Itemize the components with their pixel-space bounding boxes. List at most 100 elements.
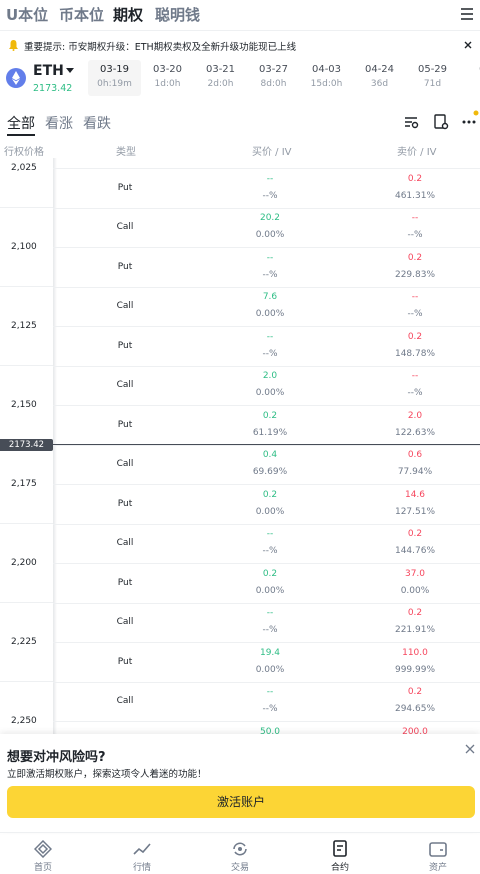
bid-price: 19.4 (259, 647, 281, 658)
option-row[interactable]: Call 2.0 0.00% -- --% (53, 366, 480, 406)
ask-iv: 77.94% (397, 467, 433, 477)
option-type: Call (116, 222, 134, 232)
more-icon[interactable] (461, 110, 479, 128)
expiry-tab[interactable]: 03-21 2d:0h (194, 60, 247, 96)
option-type: Call (116, 301, 134, 311)
option-row[interactable]: Call 20.2 0.00% -- --% (53, 208, 480, 248)
ask-price: 0.2 (407, 608, 423, 618)
ask-price: 0.2 (407, 529, 423, 539)
ask-price: -- (411, 213, 419, 223)
ask-iv: 144.76% (394, 546, 436, 556)
expiry-tab[interactable]: 04-03 15d:0h (300, 60, 353, 96)
filter-calls[interactable]: 看涨 (45, 116, 73, 132)
header-strike: 行权价格 (4, 147, 44, 158)
expiry-date: 04-03 (311, 64, 342, 75)
ask-price: 37.0 (404, 568, 426, 579)
tab-u[interactable]: U本位 (6, 6, 49, 24)
tab-coin[interactable]: 币本位 (59, 6, 105, 24)
expiry-tab[interactable]: 03-19 0h:19m (88, 60, 141, 96)
nav-home-icon[interactable] (34, 840, 52, 858)
menu-icon[interactable] (460, 8, 474, 20)
option-type: Put (117, 577, 133, 588)
bid-iv: 0.00% (255, 664, 285, 675)
option-row[interactable]: Call -- --% 0.2 144.76% (53, 524, 480, 564)
bid-iv: 0.00% (255, 230, 285, 240)
close-notice[interactable] (464, 41, 472, 49)
ask-price: 14.6 (404, 489, 426, 500)
option-row[interactable]: 0.00% --% (53, 158, 480, 169)
nav-assets[interactable]: 资产 (428, 863, 447, 873)
asset-dropdown[interactable] (66, 68, 74, 74)
bid-price: 20.2 (259, 213, 281, 223)
option-type: Put (117, 340, 133, 351)
nav-market-icon[interactable] (133, 840, 151, 858)
option-row[interactable]: Put 0.2 61.19% 2.0 122.63% (53, 406, 480, 446)
option-row[interactable]: Call -- --% 0.2 294.65% (53, 682, 480, 722)
nav-market[interactable]: 行情 (132, 863, 151, 873)
activate-button[interactable]: 激活账户 (7, 786, 475, 818)
filter-all[interactable]: 全部 (7, 116, 35, 132)
tab-smart[interactable]: 聪明钱 (155, 6, 201, 24)
strike-price: 2,125 (11, 321, 37, 331)
ask-iv: --% (407, 388, 423, 398)
nav-trade[interactable]: 交易 (230, 863, 249, 873)
expiry-tab[interactable]: 069 (459, 60, 480, 96)
expiry-date: 03-21 (205, 64, 236, 75)
expiry-tab[interactable]: 03-27 8d:0h (247, 60, 300, 96)
filter-puts[interactable]: 看跌 (83, 116, 111, 132)
strike-price: 2,025 (11, 163, 37, 173)
price-line (0, 444, 480, 445)
expiry-time: 71d (423, 79, 442, 89)
nav-assets-icon[interactable] (429, 840, 447, 858)
expiry-date: 03-27 (258, 64, 289, 75)
nav-futures-icon[interactable] (331, 840, 349, 858)
option-row[interactable]: Put 0.2 0.00% 14.6 127.51% (53, 485, 480, 525)
promo-subtitle: 立即激活期权账户，探索这项令人着迷的功能！ (7, 769, 207, 780)
promo-close[interactable] (465, 744, 475, 754)
bid-price: 2.0 (262, 371, 278, 381)
ask-iv: 148.78% (394, 348, 436, 359)
option-row[interactable]: Put -- --% 0.2 148.78% (53, 327, 480, 367)
settings-icon[interactable] (403, 114, 419, 130)
ask-iv: 461.31% (394, 190, 436, 201)
ask-iv: 294.65% (394, 704, 436, 714)
column-shadow (53, 158, 57, 742)
strike-price: 2,200 (11, 558, 37, 568)
expiry-time: 1d:0h (154, 79, 181, 89)
bid-iv: --% (262, 704, 278, 714)
expiry-time: 15d:0h (310, 79, 343, 89)
expiry-tab[interactable]: 04-24 36d (353, 60, 406, 96)
option-type: Put (117, 419, 133, 430)
option-row[interactable]: Put 0.2 0.00% 37.0 0.00% (53, 564, 480, 604)
option-row[interactable]: Put 19.4 0.00% 110.0 999.99% (53, 643, 480, 683)
expiry-time: 9 (459, 79, 480, 89)
doc-icon[interactable] (433, 114, 449, 130)
bell-icon (9, 40, 18, 51)
expiry-tab[interactable]: 05-29 71d (406, 60, 459, 96)
nav-trade-icon[interactable] (231, 840, 249, 858)
group-divider (0, 602, 53, 603)
expiry-date: 04-24 (364, 64, 395, 75)
tab-options[interactable]: 期权 (113, 6, 144, 24)
asset-name[interactable]: ETH (33, 63, 64, 79)
option-row[interactable]: Put -- --% 0.2 461.31% (53, 169, 480, 209)
option-row[interactable]: Call -- --% 0.2 221.91% (53, 603, 480, 643)
option-row[interactable]: Call 7.6 0.00% -- --% (53, 287, 480, 327)
expiry-time: 2d:0h (207, 79, 234, 89)
option-type: Call (116, 617, 134, 627)
option-row[interactable]: Call 0.4 69.69% 0.6 77.94% (53, 445, 480, 485)
bid-iv: 69.69% (252, 467, 288, 477)
nav-futures[interactable]: 合约 (330, 863, 349, 873)
group-divider (0, 681, 53, 682)
bid-iv: --% (262, 348, 278, 359)
expiry-tab[interactable]: 03-20 1d:0h (141, 60, 194, 96)
ask-price: 200.0 (402, 726, 428, 737)
nav-home[interactable]: 首页 (33, 863, 52, 873)
ask-iv: --% (407, 230, 423, 240)
ask-iv: 221.91% (394, 625, 436, 635)
bid-iv: 0.00% (255, 388, 285, 398)
bid-iv: --% (262, 190, 278, 201)
option-row[interactable]: Put -- --% 0.2 229.83% (53, 248, 480, 288)
option-row[interactable]: 50.0 200.0 (53, 722, 480, 743)
ask-price: 0.6 (407, 450, 423, 460)
